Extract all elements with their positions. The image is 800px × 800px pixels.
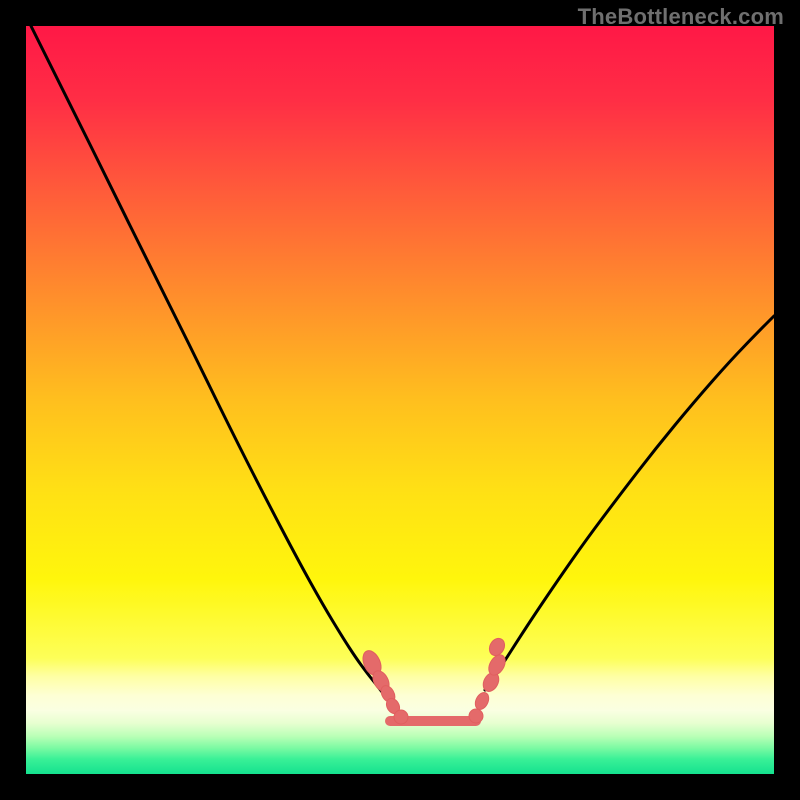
watermark-label: TheBottleneck.com [578, 4, 784, 30]
data-marker [469, 709, 483, 723]
plot-background [26, 26, 774, 774]
bottleneck-curve-chart [0, 0, 800, 800]
chart-root: TheBottleneck.com [0, 0, 800, 800]
data-marker [394, 710, 408, 724]
